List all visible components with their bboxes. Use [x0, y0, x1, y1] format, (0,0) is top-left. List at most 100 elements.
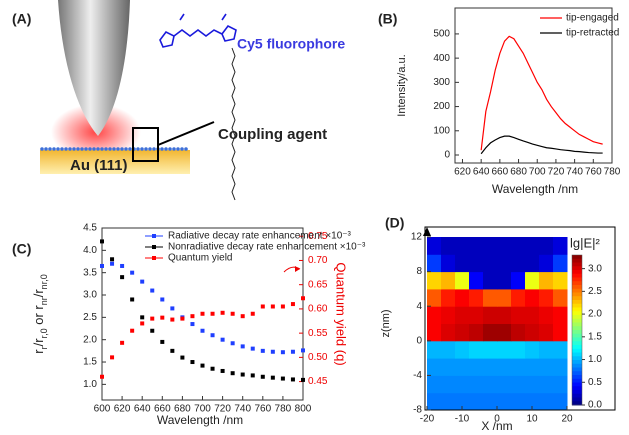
heat-cell: [483, 288, 498, 307]
heat-cell: [539, 306, 554, 324]
x-tick-label: 640: [134, 404, 151, 415]
heat-cell: [483, 323, 498, 342]
y-tick-label: 2.0: [83, 334, 97, 345]
heat-cell: [441, 306, 456, 324]
molecule-dot: [164, 147, 168, 151]
heat-cell: [553, 254, 568, 273]
molecule-dot: [88, 147, 92, 151]
tip: [58, 0, 130, 136]
x-tick-label: 720: [214, 404, 231, 415]
heat-cell: [539, 237, 554, 255]
molecule-dot: [128, 147, 132, 151]
x-tick-label: 740: [566, 167, 583, 178]
series-marker: [301, 296, 305, 301]
y2-tick-label: 0.45: [308, 376, 328, 387]
series-marker: [301, 348, 305, 353]
series-marker: [240, 372, 245, 377]
x-tick-label: 660: [154, 404, 171, 415]
series-marker: [180, 316, 185, 321]
y2-tick-label: 0.55: [308, 328, 328, 339]
x-tick-label: 620: [114, 404, 131, 415]
x-tick-label: 700: [529, 167, 546, 178]
panel-label: (D): [385, 215, 404, 231]
x-tick-label: 720: [548, 167, 565, 178]
colorbar-step: [572, 393, 582, 398]
y-axis-title-part: /r: [31, 338, 46, 347]
heat-cell: [441, 271, 456, 290]
colorbar-step: [572, 303, 582, 308]
x-tick-label: 700: [194, 404, 211, 415]
series-marker: [240, 344, 245, 349]
molecule-dot: [172, 147, 176, 151]
panel-label: (A): [12, 11, 31, 27]
molecule-dot: [168, 147, 172, 151]
y-tick-label: 400: [433, 53, 450, 64]
heat-cell: [483, 306, 498, 324]
colorbar-step: [572, 397, 582, 402]
molecule-dot: [152, 147, 156, 151]
heat-cell: [483, 358, 498, 376]
heat-cell: [427, 323, 442, 342]
heat-cell: [441, 392, 456, 411]
series-marker: [260, 374, 265, 379]
heat-cell: [483, 254, 498, 273]
heat-cell: [441, 340, 456, 359]
y-tick-label: 3.0: [83, 290, 97, 301]
y-tick-label: 8: [416, 266, 422, 277]
colorbar-step: [572, 330, 582, 335]
series-marker: [190, 322, 195, 327]
series-marker: [110, 257, 115, 262]
x-tick-label: 660: [492, 167, 509, 178]
molecule-dot: [100, 147, 104, 151]
series-marker: [200, 311, 205, 316]
plot-frame: [454, 7, 613, 164]
colorbar-step: [572, 322, 582, 327]
series-marker: [250, 311, 255, 316]
colorbar-step: [572, 333, 582, 338]
colorbar-step: [572, 318, 582, 323]
x-tick-label: 680: [510, 167, 527, 178]
heat-cell: [427, 271, 442, 290]
heat-cell: [511, 392, 526, 411]
linker-chain: [231, 47, 236, 201]
x-tick-label: 0: [494, 414, 500, 425]
x-tick-label: 800: [295, 404, 312, 415]
y-axis-title-part: r,0: [39, 328, 49, 338]
molecule-dot: [76, 147, 80, 151]
series-marker: [100, 239, 104, 244]
series-marker: [270, 304, 275, 309]
colorbar-step: [572, 288, 582, 293]
linker-label: Coupling agent: [218, 126, 327, 143]
colorbar-step: [572, 285, 582, 290]
series-marker: [170, 317, 175, 322]
colorbar-tick-label: 0.0: [588, 400, 602, 411]
colorbar-tick-label: 0.5: [588, 377, 602, 388]
heat-cell: [553, 323, 568, 342]
heat-cell: [455, 306, 470, 324]
series-marker: [110, 355, 115, 360]
heat-cell: [455, 392, 470, 411]
heat-cell: [469, 254, 484, 273]
series-marker: [200, 363, 205, 368]
series-marker: [280, 350, 285, 355]
colorbar-step: [572, 292, 582, 297]
heat-cell: [539, 358, 554, 376]
series-marker: [130, 270, 135, 275]
series-marker: [290, 377, 295, 382]
series-marker: [100, 374, 104, 379]
x-axis-title: Wavelength /nm: [157, 413, 243, 427]
x-tick-label: 10: [526, 414, 538, 425]
legend-label: tip-engaged: [566, 13, 619, 24]
series-marker: [110, 261, 115, 266]
colorbar-step: [572, 363, 582, 368]
y-tick-label: 4.0: [83, 245, 97, 256]
series-marker: [210, 333, 215, 338]
heat-cell: [525, 340, 540, 359]
colorbar-step: [572, 341, 582, 346]
y-tick-label: 2.5: [83, 312, 97, 323]
y-tick-label: -4: [413, 370, 422, 381]
heat-cell: [553, 358, 568, 376]
heat-cell: [539, 392, 554, 411]
frame: [424, 226, 616, 411]
